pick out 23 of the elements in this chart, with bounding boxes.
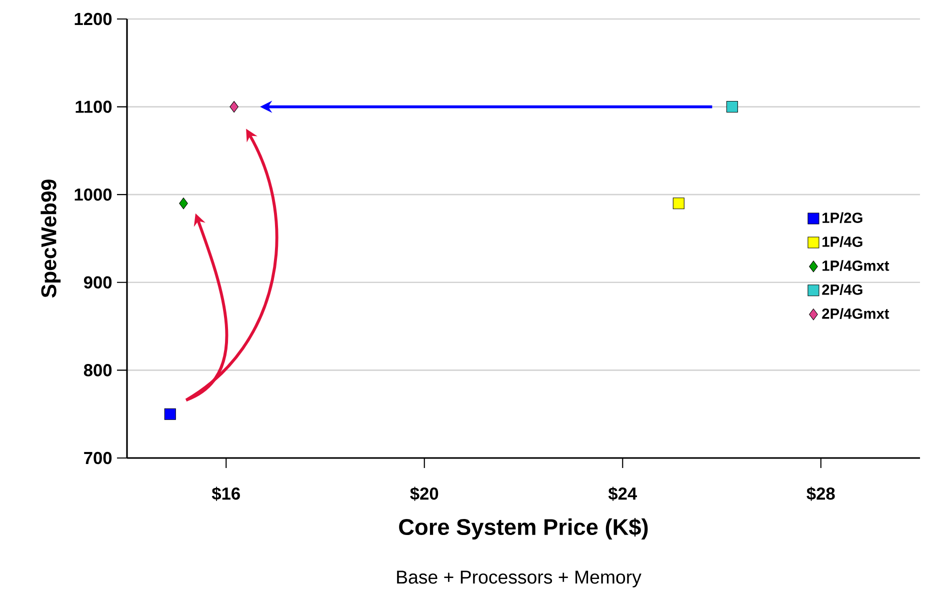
x-tick-label: $28 <box>806 486 835 501</box>
text: Base + Processors + Memory <box>397 570 642 588</box>
point <box>230 101 238 113</box>
x-tick-label: $24 <box>608 486 637 501</box>
legend-label: 1P/4G <box>822 236 862 248</box>
y-tick-label: 700 <box>84 452 112 464</box>
legend-label: 1P/2G <box>822 212 862 224</box>
point <box>179 198 188 210</box>
legend-label: 2P/4G <box>822 284 862 296</box>
legend-label: 2P/4Gmxt <box>822 308 890 320</box>
x-tick-label: $16 <box>212 486 240 501</box>
y-tick-label: 1200 <box>74 12 112 26</box>
legend-label: 1P/4Gmxt <box>822 260 890 272</box>
point <box>164 408 176 420</box>
x-tick-label: $20 <box>410 486 438 501</box>
x-axis-title: Core System Price (K$) <box>399 518 648 540</box>
y-axis-title: SpecWeb99 <box>40 180 61 298</box>
y-tick-label: 800 <box>84 364 112 376</box>
point <box>726 101 738 113</box>
y-tick-label: 1000 <box>74 188 112 201</box>
y-tick-label: 900 <box>84 276 112 289</box>
y-tick-label: 1100 <box>76 100 112 113</box>
point <box>672 198 684 210</box>
